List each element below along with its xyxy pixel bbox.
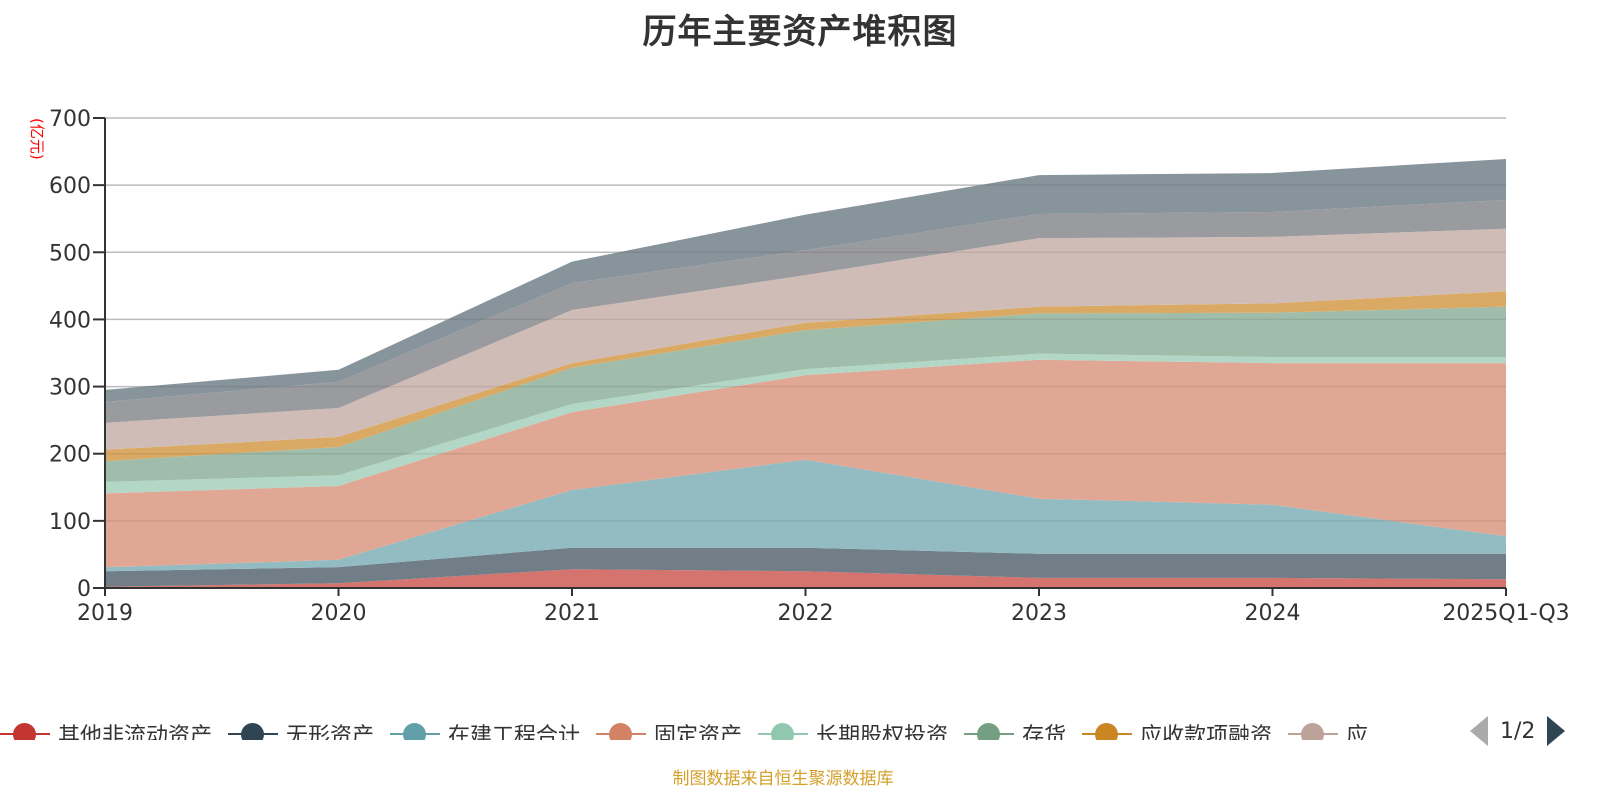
area-series-3[interactable]	[105, 459, 1506, 572]
y-axis-unit-label: (亿元)	[28, 118, 46, 160]
legend-marker-dot	[403, 723, 427, 740]
legend-item[interactable]: 存货	[964, 718, 1066, 740]
legend-marker-icon	[228, 721, 279, 740]
legend-item[interactable]: 其他非流动资产	[0, 718, 212, 740]
area-series-7[interactable]	[105, 291, 1506, 462]
x-tick-labels: 2019 2020 2021 2022 2023 2024 2025Q1-Q3	[77, 601, 1570, 626]
legend-marker-dot	[13, 723, 36, 740]
area-series-10[interactable]	[105, 158, 1506, 403]
legend-item[interactable]: 应收款项融资	[1082, 718, 1272, 740]
legend-marker-icon	[1288, 721, 1339, 740]
y-tick-label: 500	[49, 241, 91, 266]
x-tick-label: 2019	[77, 601, 133, 626]
x-tick-label: 2024	[1245, 601, 1301, 626]
y-tick-labels: 0 100 200 300 400 500 600 700	[49, 107, 91, 602]
y-tick-label: 700	[49, 107, 91, 132]
legend-item[interactable]: 无形资产	[228, 718, 374, 740]
x-tick-label: 2021	[544, 601, 600, 626]
y-tick-label: 0	[77, 577, 91, 602]
legend-pager: 1/2	[1470, 716, 1566, 746]
area-series-4[interactable]	[105, 359, 1506, 568]
legend-viewport: 其他非流动资产 无形资产 在建工程合计 固定资产 长期股权投资 存货 应收款项融资 应	[0, 700, 1460, 740]
x-tick-label: 2022	[778, 601, 834, 626]
area-series-1[interactable]	[105, 569, 1506, 588]
data-source-note: 制图数据来自恒生聚源数据库	[672, 769, 894, 789]
area-layers	[105, 117, 1506, 588]
legend-marker-dot	[771, 723, 795, 740]
legend-marker-dot	[241, 723, 265, 740]
legend-marker-icon	[1082, 721, 1133, 740]
legend-marker-dot	[1301, 723, 1325, 740]
legend-marker-icon	[758, 721, 809, 740]
y-tick-label: 600	[49, 174, 91, 199]
y-tick-label: 400	[49, 308, 91, 333]
legend-label: 应	[1346, 724, 1369, 740]
x-tick-label: 2023	[1011, 601, 1067, 626]
legend-label: 在建工程合计	[448, 724, 581, 740]
y-tick-label: 300	[49, 376, 91, 401]
legend-marker-icon	[390, 721, 441, 740]
legend-label: 应收款项融资	[1140, 724, 1273, 740]
area-series-8[interactable]	[105, 228, 1506, 450]
legend-item[interactable]: 长期股权投资	[758, 718, 948, 740]
legend-label: 长期股权投资	[816, 724, 949, 740]
legend-label: 存货	[1022, 724, 1067, 740]
area-series-5[interactable]	[105, 353, 1506, 494]
legend-marker-icon	[964, 721, 1015, 740]
y-tick-label: 200	[49, 443, 91, 468]
legend-item[interactable]: 固定资产	[596, 718, 742, 740]
legend-marker-dot	[609, 723, 633, 740]
x-tick-label: 2025Q1-Q3	[1442, 601, 1569, 626]
chart-title: 历年主要资产堆积图	[642, 12, 958, 52]
axes	[93, 117, 1507, 596]
area-series-6[interactable]	[105, 306, 1506, 482]
x-tick-label: 2020	[311, 601, 367, 626]
legend-marker-dot	[1095, 723, 1119, 740]
legend-page-indicator: 1/2	[1500, 718, 1536, 744]
legend-item[interactable]: 在建工程合计	[390, 718, 580, 740]
area-series-9[interactable]	[105, 199, 1506, 423]
triangle-right-icon[interactable]	[1547, 716, 1566, 746]
legend-label: 固定资产	[654, 724, 743, 740]
legend-label: 其他非流动资产	[58, 724, 213, 740]
legend-marker-icon	[0, 721, 50, 740]
legend: 其他非流动资产 无形资产 在建工程合计 固定资产 长期股权投资 存货 应收款项融资 应	[0, 718, 1384, 740]
y-tick-label: 100	[49, 510, 91, 535]
legend-marker-dot	[977, 723, 1001, 740]
triangle-left-icon[interactable]	[1470, 716, 1488, 746]
legend-item[interactable]: 应	[1288, 718, 1368, 740]
legend-label: 无形资产	[286, 724, 375, 740]
legend-marker-icon	[596, 721, 647, 740]
